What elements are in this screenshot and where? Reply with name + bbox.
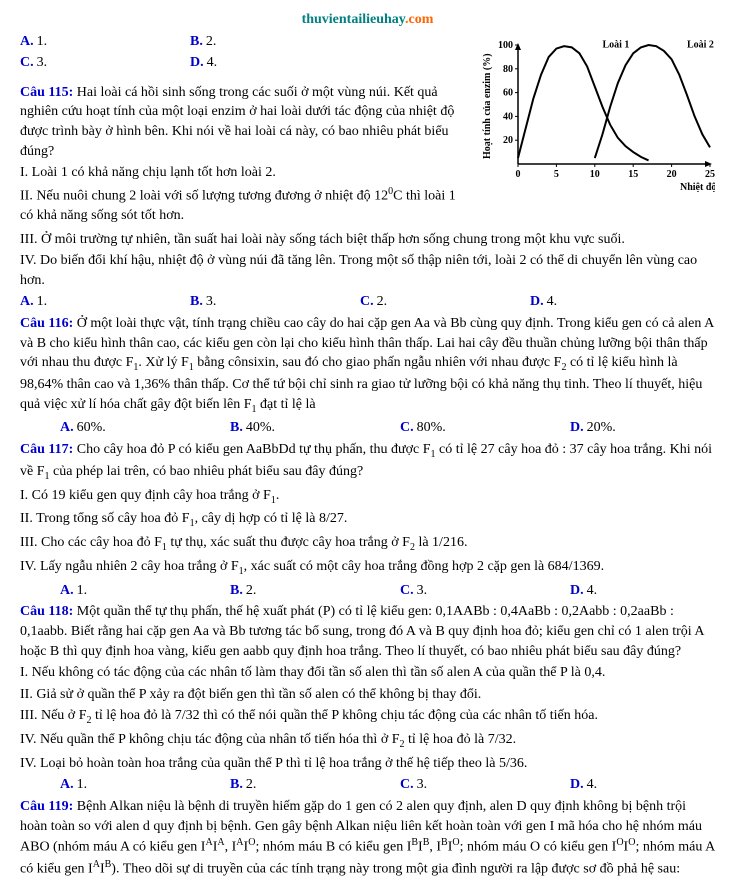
svg-text:Nhiệt độ (°C): Nhiệt độ (°C) <box>680 182 715 192</box>
svg-text:15: 15 <box>628 169 638 180</box>
q119: Câu 119: Bệnh Alkan niệu là bệnh di truy… <box>20 797 715 879</box>
svg-text:25: 25 <box>705 169 715 180</box>
svg-text:80: 80 <box>503 63 513 74</box>
q117-i: I. Có 19 kiểu gen quy định cây hoa trắng… <box>20 486 715 508</box>
ans-a-val: 1. <box>37 32 48 52</box>
q115-text: Hai loài cá hồi sinh sống trong các suối… <box>20 85 454 159</box>
q117-iii: III. Cho các cây hoa đỏ F1 tự thụ, xác s… <box>20 533 715 555</box>
q118-v: IV. Loại bỏ hoàn toàn hoa trắng của quần… <box>20 754 715 774</box>
svg-text:Loài 1: Loài 1 <box>602 39 629 50</box>
svg-text:40: 40 <box>503 111 513 122</box>
q118-iv: IV. Nếu quần thể P không chịu tác động c… <box>20 730 715 752</box>
svg-text:20: 20 <box>667 169 677 180</box>
q115-iv: IV. Do biến đổi khí hậu, nhiệt độ ở vùng… <box>20 251 715 290</box>
q118: Câu 118: Một quần thể tự thụ phấn, thế h… <box>20 602 715 795</box>
ans-d-val: 4. <box>207 53 218 73</box>
ans-b-val: 2. <box>206 32 217 52</box>
q118-label: Câu 118: <box>20 604 73 619</box>
svg-text:5: 5 <box>554 169 559 180</box>
chart-svg: 20 40 60 80 100 0 5 10 15 20 25 Nhiệt độ (°C) Hoạt t… <box>480 37 715 192</box>
q118-answers: A.1. B.2. C.3. D.4. <box>20 775 715 795</box>
ans-c: C. <box>20 53 34 73</box>
svg-text:Loài 2: Loài 2 <box>687 39 714 50</box>
q118-i: I. Nếu không có tác động của các nhân tố… <box>20 663 715 683</box>
svg-text:100: 100 <box>498 40 513 51</box>
q115-iii: III. Ở môi trường tự nhiên, tần suất hai… <box>20 230 715 250</box>
ans-a: A. <box>20 32 34 52</box>
header-orange: .com <box>405 12 433 27</box>
q118-ii: II. Giả sử ở quần thể P xảy ra đột biến … <box>20 685 715 705</box>
q116-answers: A.60%. B.40%. C.80%. D.20%. <box>20 418 715 438</box>
ans-d: D. <box>190 53 204 73</box>
q119-label: Câu 119: <box>20 799 73 814</box>
q117-iv: IV. Lấy ngẫu nhiên 2 cây hoa trắng ở F1,… <box>20 557 715 579</box>
q117-ii: II. Trong tổng số cây hoa đỏ F1, cây dị … <box>20 509 715 531</box>
header-teal: thuvientailieuhay <box>302 12 405 27</box>
pre-answer-row2: C. 3. D. 4. <box>20 53 470 73</box>
ans-b: B. <box>190 32 203 52</box>
svg-text:Hoạt tính của enzim (%): Hoạt tính của enzim (%) <box>482 53 493 159</box>
q118-iii: III. Nếu ở F2 tỉ lệ hoa đỏ là 7/32 thì c… <box>20 706 715 728</box>
ans-c-val: 3. <box>37 53 48 73</box>
q115-label: Câu 115: <box>20 85 73 100</box>
q116: Câu 116: Ở một loài thực vật, tính trạng… <box>20 314 715 438</box>
pre-answer-row1: A. 1. B. 2. <box>20 32 470 52</box>
q117-label: Câu 117: <box>20 442 73 457</box>
svg-text:60: 60 <box>503 87 513 98</box>
q117: Câu 117: Cho cây hoa đỏ P có kiểu gen Aa… <box>20 440 715 600</box>
enzyme-chart: 20 40 60 80 100 0 5 10 15 20 25 Nhiệt độ (°C) Hoạt t… <box>480 37 715 192</box>
svg-text:20: 20 <box>503 135 513 146</box>
header-link: thuvientailieuhay.com <box>20 10 715 30</box>
svg-text:0: 0 <box>516 169 521 180</box>
q117-answers: A.1. B.2. C.3. D.4. <box>20 581 715 601</box>
q116-label: Câu 116: <box>20 316 73 331</box>
svg-text:10: 10 <box>590 169 600 180</box>
q115-answers: A.1. B.3. C.2. D.4. <box>20 292 715 312</box>
